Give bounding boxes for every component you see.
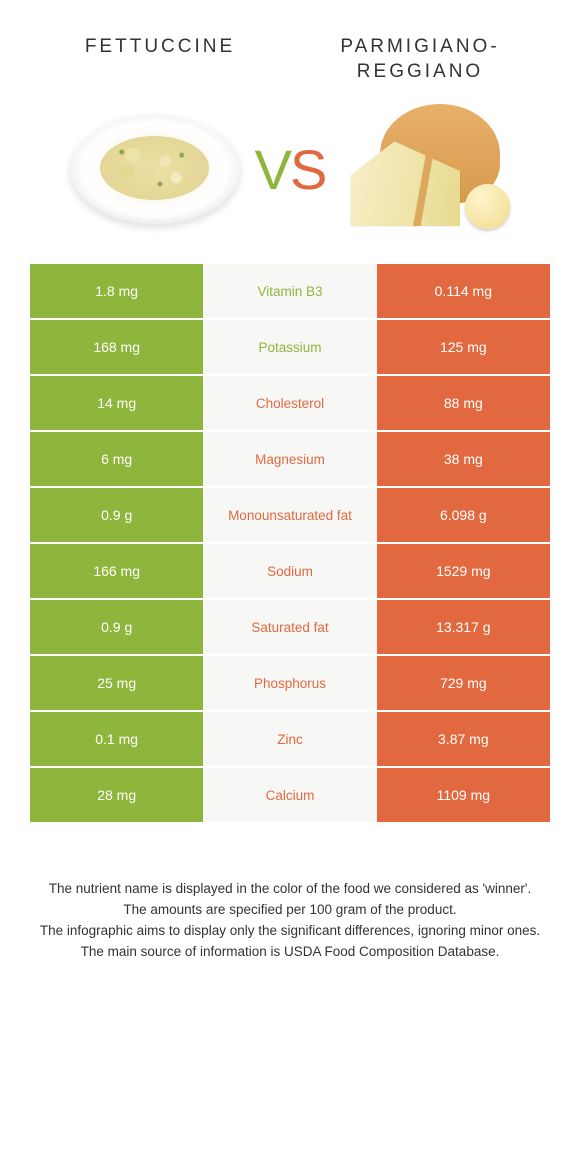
parmigiano-image bbox=[335, 104, 515, 234]
footer-notes: The nutrient name is displayed in the co… bbox=[0, 824, 580, 963]
left-food-title: FETTUCCINE bbox=[30, 35, 290, 60]
table-row: 166 mgSodium1529 mg bbox=[30, 544, 550, 600]
nutrient-label: Saturated fat bbox=[203, 600, 376, 656]
table-row: 6 mgMagnesium38 mg bbox=[30, 432, 550, 488]
table-row: 0.9 gSaturated fat13.317 g bbox=[30, 600, 550, 656]
right-value: 88 mg bbox=[377, 376, 550, 432]
right-value: 0.114 mg bbox=[377, 264, 550, 320]
header-right: PARMIGIANO- REGGIANO bbox=[290, 35, 550, 84]
header-left: FETTUCCINE bbox=[30, 35, 290, 60]
right-food-title-line2: REGGIANO bbox=[290, 60, 550, 85]
table-row: 14 mgCholesterol88 mg bbox=[30, 376, 550, 432]
left-value: 168 mg bbox=[30, 320, 203, 376]
right-value: 6.098 g bbox=[377, 488, 550, 544]
left-value: 1.8 mg bbox=[30, 264, 203, 320]
nutrient-label: Calcium bbox=[203, 768, 376, 824]
right-value: 125 mg bbox=[377, 320, 550, 376]
left-value: 0.9 g bbox=[30, 600, 203, 656]
vs-v-letter: V bbox=[255, 138, 290, 201]
left-value: 0.1 mg bbox=[30, 712, 203, 768]
nutrient-label: Vitamin B3 bbox=[203, 264, 376, 320]
fettuccine-image bbox=[65, 104, 245, 234]
images-row: VS bbox=[0, 94, 580, 264]
left-value: 14 mg bbox=[30, 376, 203, 432]
right-value: 1529 mg bbox=[377, 544, 550, 600]
nutrient-label: Cholesterol bbox=[203, 376, 376, 432]
nutrient-label: Phosphorus bbox=[203, 656, 376, 712]
right-value: 729 mg bbox=[377, 656, 550, 712]
left-value: 0.9 g bbox=[30, 488, 203, 544]
vs-label: VS bbox=[255, 137, 326, 202]
nutrient-label: Sodium bbox=[203, 544, 376, 600]
footer-line-4: The main source of information is USDA F… bbox=[35, 942, 545, 963]
left-value: 25 mg bbox=[30, 656, 203, 712]
cheese-coin-icon bbox=[465, 184, 510, 229]
pasta-icon bbox=[100, 136, 209, 200]
comparison-table: 1.8 mgVitamin B30.114 mg168 mgPotassium1… bbox=[0, 264, 580, 824]
plate-icon bbox=[70, 114, 240, 224]
vs-s-letter: S bbox=[290, 138, 325, 201]
footer-line-1: The nutrient name is displayed in the co… bbox=[35, 879, 545, 900]
nutrient-label: Zinc bbox=[203, 712, 376, 768]
footer-line-2: The amounts are specified per 100 gram o… bbox=[35, 900, 545, 921]
table-row: 25 mgPhosphorus729 mg bbox=[30, 656, 550, 712]
right-value: 38 mg bbox=[377, 432, 550, 488]
right-value: 13.317 g bbox=[377, 600, 550, 656]
footer-line-3: The infographic aims to display only the… bbox=[35, 921, 545, 942]
table-row: 0.9 gMonounsaturated fat6.098 g bbox=[30, 488, 550, 544]
right-value: 3.87 mg bbox=[377, 712, 550, 768]
left-value: 28 mg bbox=[30, 768, 203, 824]
right-food-title-line1: PARMIGIANO- bbox=[290, 35, 550, 60]
header: FETTUCCINE PARMIGIANO- REGGIANO bbox=[0, 0, 580, 94]
table-row: 168 mgPotassium125 mg bbox=[30, 320, 550, 376]
table-row: 1.8 mgVitamin B30.114 mg bbox=[30, 264, 550, 320]
nutrient-label: Magnesium bbox=[203, 432, 376, 488]
table-row: 28 mgCalcium1109 mg bbox=[30, 768, 550, 824]
left-value: 6 mg bbox=[30, 432, 203, 488]
cheese-icon bbox=[340, 104, 510, 234]
left-value: 166 mg bbox=[30, 544, 203, 600]
nutrient-label: Monounsaturated fat bbox=[203, 488, 376, 544]
nutrient-label: Potassium bbox=[203, 320, 376, 376]
table-row: 0.1 mgZinc3.87 mg bbox=[30, 712, 550, 768]
right-value: 1109 mg bbox=[377, 768, 550, 824]
